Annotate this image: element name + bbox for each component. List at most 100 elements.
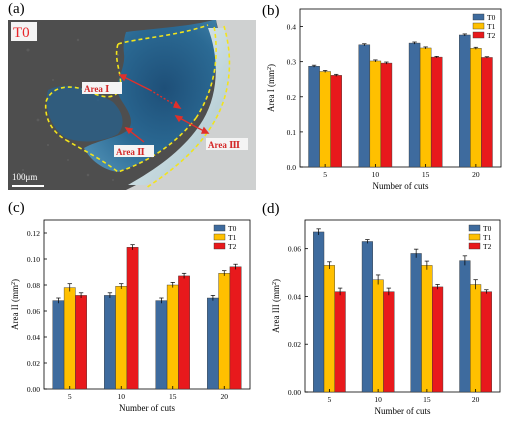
chart-area-2: 0.00 0.02 0.04 0.06 0.08 0.10 0.12 5 10 15 20 Numbe… (10, 219, 251, 413)
bar-t0 (207, 297, 219, 390)
x-tick-label: 20 (472, 395, 480, 404)
x-tick-label: 20 (472, 170, 480, 179)
bar-t1 (115, 286, 128, 390)
panel-label-d: (d) (262, 201, 280, 217)
y-tick-label: 0.02 (288, 340, 301, 349)
legend-label-t0: T0 (487, 13, 496, 22)
legend-swatch-t0 (213, 224, 226, 232)
bar-t1 (470, 48, 482, 168)
bar-t0 (104, 295, 116, 390)
legend-swatch-t2 (213, 242, 226, 250)
y-tick-label: 0.00 (288, 388, 301, 397)
bar-t2 (75, 295, 87, 390)
y-axis-label: Area I (mm2) (266, 64, 276, 112)
y-tick-label: 0.08 (27, 281, 40, 290)
panel-label-c: (c) (8, 200, 25, 216)
y-tick-label: 0.04 (27, 333, 40, 342)
legend-swatch-t0 (472, 13, 485, 21)
y-tick-label: 0.3 (287, 58, 297, 67)
bar-t1 (166, 284, 179, 390)
legend-label-t1: T1 (483, 233, 492, 242)
y-tick-label: 0.06 (27, 307, 40, 316)
area-3-label: Area Ⅲ (208, 140, 240, 150)
x-tick-label: 15 (169, 392, 177, 401)
bar-t1 (372, 279, 384, 393)
bar-t1 (369, 60, 382, 168)
bar-t1 (323, 265, 335, 393)
x-tick-label: 5 (68, 392, 72, 401)
scale-bar-label: 100μm (12, 172, 37, 182)
legend-label-t2: T2 (228, 242, 237, 251)
legend-swatch-t1 (213, 233, 226, 241)
bar-t2 (334, 291, 346, 393)
bar-t0 (361, 241, 373, 393)
bar-t2 (229, 266, 242, 390)
x-axis-label: Number of cuts (373, 181, 429, 191)
plot-frame (43, 219, 251, 390)
panel-label-a: (a) (8, 1, 25, 17)
x-tick-label: 15 (423, 395, 431, 404)
x-tick-label: 5 (328, 395, 332, 404)
x-tick-label: 20 (221, 392, 229, 401)
bar-t1 (63, 287, 76, 390)
bar-t0 (408, 42, 421, 168)
y-tick-label: 0.12 (27, 229, 40, 238)
bar-t0 (155, 300, 168, 390)
plot-frame (304, 219, 501, 393)
chart-area-3: 0.00 0.02 0.04 0.06 5 10 15 20 Number of cuts Are… (271, 219, 501, 416)
y-tick-label: 0.0 (287, 163, 297, 172)
legend-label-t0: T0 (483, 224, 492, 233)
legend-swatch-t1 (468, 233, 481, 241)
bar-t0 (308, 66, 320, 168)
bar-t1 (319, 71, 331, 168)
legend-swatch-t2 (468, 242, 481, 250)
y-axis-label: Area II (mm2) (10, 279, 20, 330)
legend-label-t1: T1 (487, 22, 496, 31)
legend-label-t1: T1 (228, 233, 237, 242)
area-1-label: Area Ⅰ (84, 84, 109, 94)
x-tick-label: 10 (372, 170, 380, 179)
bar-t2 (430, 56, 443, 168)
y-tick-label: 0.02 (27, 359, 40, 368)
bar-t0 (459, 34, 471, 168)
bar-t0 (313, 231, 325, 393)
bar-t0 (459, 260, 471, 393)
legend-swatch-t1 (472, 22, 485, 30)
y-tick-label: 0.2 (287, 93, 297, 102)
x-tick-label: 10 (374, 395, 382, 404)
bar-t2 (178, 275, 190, 390)
y-tick-label: 0.10 (27, 255, 40, 264)
chart-area-1: 0.0 0.1 0.2 0.3 0.4 5 10 15 20 Number of cuts Area… (266, 8, 502, 191)
y-tick-label: 0.06 (288, 245, 301, 254)
bar-t2 (383, 291, 395, 393)
bar-t1 (419, 47, 432, 168)
bar-t2 (126, 247, 139, 390)
area-2-label: Area Ⅱ (116, 147, 145, 157)
bar-t0 (52, 300, 65, 390)
x-tick-label: 5 (323, 170, 327, 179)
micrograph-image: T0 Area Ⅰ Area Ⅱ Area Ⅲ 100μm (8, 20, 256, 190)
bar-t2 (481, 57, 493, 168)
legend-swatch-t0 (468, 224, 481, 232)
y-tick-label: 0.4 (287, 23, 297, 32)
panel-label-b: (b) (262, 3, 280, 19)
plot-frame (299, 8, 502, 168)
sample-label: T0 (13, 25, 30, 41)
bar-t2 (432, 286, 444, 393)
x-axis-label: Number of cuts (375, 406, 431, 416)
y-tick-label: 0.1 (287, 128, 297, 137)
bar-t2 (380, 62, 393, 168)
bar-t0 (410, 253, 422, 393)
bar-t0 (358, 44, 371, 168)
bar-t1 (218, 273, 231, 390)
x-tick-label: 15 (422, 170, 430, 179)
bar-t1 (421, 265, 433, 393)
y-tick-label: 0.04 (288, 292, 301, 301)
bar-t2 (330, 75, 342, 168)
y-tick-label: 0.00 (27, 385, 40, 394)
x-tick-label: 10 (118, 392, 126, 401)
x-axis-label: Number of cuts (119, 403, 175, 413)
bar-t1 (470, 284, 482, 393)
bar-t2 (480, 291, 492, 393)
